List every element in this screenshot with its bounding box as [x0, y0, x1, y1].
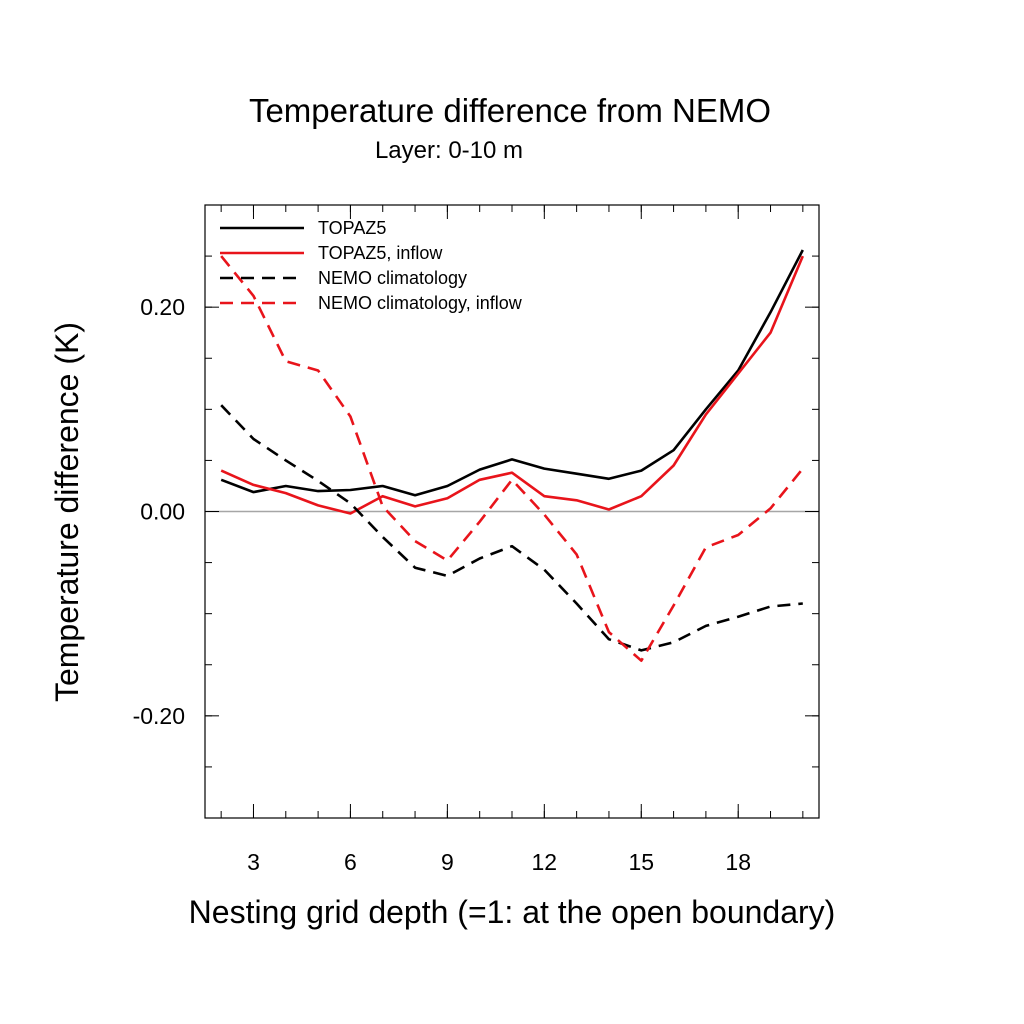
x-tick-label: 9	[441, 849, 454, 875]
series-line-3	[220, 404, 803, 652]
y-tick-label: 0.00	[140, 499, 185, 525]
series-layer	[220, 249, 804, 663]
x-tick-label: 18	[725, 849, 751, 875]
x-axis: 3 6 9 12 15 18	[220, 205, 804, 875]
series-line-1	[220, 249, 804, 497]
chart-subtitle: Layer: 0-10 m	[375, 137, 523, 164]
y-axis: -0.20 0.00 0.20	[133, 204, 819, 819]
x-tick-label: 12	[532, 849, 558, 875]
legend-label-3: NEMO climatology	[318, 268, 467, 288]
legend-label-2: TOPAZ5, inflow	[318, 243, 443, 263]
legend-label-1: TOPAZ5	[318, 218, 386, 238]
y-tick-label: 0.20	[140, 294, 185, 320]
x-tick-label: 3	[247, 849, 260, 875]
chart-title: Temperature difference from NEMO	[249, 92, 771, 129]
series-line-2	[220, 255, 804, 515]
y-axis-label: Temperature difference (K)	[49, 322, 85, 702]
y-tick-label: -0.20	[133, 703, 185, 729]
x-tick-label: 6	[344, 849, 357, 875]
series-line-4	[220, 255, 804, 663]
x-tick-label: 15	[628, 849, 654, 875]
x-axis-label: Nesting grid depth (=1: at the open boun…	[189, 894, 836, 930]
legend: TOPAZ5 TOPAZ5, inflow NEMO climatology NEMO…	[220, 218, 523, 313]
legend-label-4: NEMO climatology, inflow	[318, 293, 523, 313]
